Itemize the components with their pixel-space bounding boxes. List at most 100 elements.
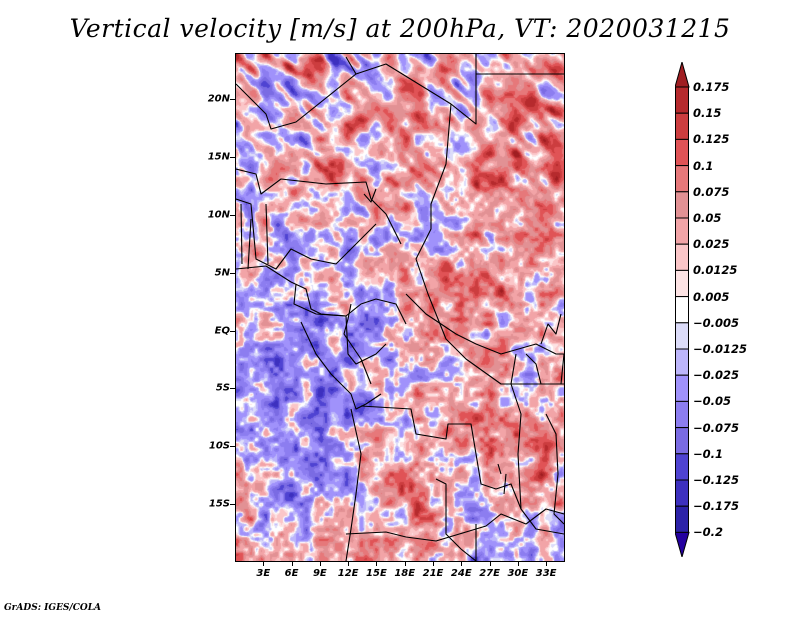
lon-tick xyxy=(376,562,378,566)
border-line xyxy=(236,265,407,325)
lon-tick xyxy=(348,562,350,566)
colorbar-label: −0.0125 xyxy=(693,342,748,356)
lat-tick xyxy=(230,99,235,101)
lon-tick-label: 18E xyxy=(394,568,416,579)
lat-tick xyxy=(230,272,235,274)
lon-tick-label: 27E xyxy=(479,568,500,579)
colorbar-swatch xyxy=(675,296,689,324)
colorbar-swatch xyxy=(675,427,689,455)
lon-tick-label: 3E xyxy=(256,568,271,579)
lon-tick-label: 33E xyxy=(535,568,557,579)
lat-tick-label: 5N xyxy=(214,267,230,279)
border-line xyxy=(435,478,477,561)
border-line xyxy=(240,203,269,270)
lon-tick-label: 6E xyxy=(284,568,299,579)
lon-tick-label: 12E xyxy=(337,568,359,579)
colorbar-swatch xyxy=(675,479,689,507)
colorbar-swatch xyxy=(675,191,689,219)
lon-tick xyxy=(489,562,491,566)
map-panel xyxy=(235,53,565,562)
lon-tick xyxy=(517,562,519,566)
colorbar-label: −0.2 xyxy=(693,525,724,540)
border-line xyxy=(540,313,562,345)
colorbar-label: −0.005 xyxy=(693,315,740,330)
border-line xyxy=(236,63,564,130)
lat-tick xyxy=(230,446,235,448)
lon-tick-label: 30E xyxy=(507,568,529,579)
lon-tick-label: 15E xyxy=(366,568,387,579)
colorbar-swatch xyxy=(675,322,689,350)
border-line xyxy=(343,303,372,385)
lat-tick-label: EQ xyxy=(214,325,230,337)
lat-tick-label: 10N xyxy=(207,209,230,221)
colorbar-lower-arrow xyxy=(675,531,690,557)
lat-tick xyxy=(230,504,235,506)
border-line xyxy=(497,463,507,495)
border-line xyxy=(360,405,522,510)
border-line xyxy=(236,198,377,270)
border-line xyxy=(345,508,564,542)
lon-tick xyxy=(291,562,293,566)
colorbar-label: −0.1 xyxy=(693,446,724,461)
lon-tick-label: 24E xyxy=(450,568,472,579)
colorbar-swatch xyxy=(675,112,689,140)
colorbar-label: 0.125 xyxy=(693,132,730,147)
vertical-velocity-field xyxy=(236,54,564,561)
colorbar-swatch xyxy=(675,269,689,298)
colorbar-label: 0.05 xyxy=(693,211,722,225)
credit-text: GrADS: IGES/COLA xyxy=(4,603,102,613)
colorbar-label: −0.125 xyxy=(693,473,740,487)
lat-tick-label: 15S xyxy=(208,498,230,510)
lon-tick-label: 9E xyxy=(312,568,327,579)
lon-tick xyxy=(461,562,463,566)
colorbar-swatch xyxy=(675,348,689,376)
border-line xyxy=(545,413,564,525)
lon-tick-label: 21E xyxy=(422,568,444,579)
border-line xyxy=(510,353,564,535)
lon-tick xyxy=(546,562,548,566)
colorbar-swatch xyxy=(675,138,689,167)
chart-title: Vertical velocity [m/s] at 200hPa, VT: 2… xyxy=(69,14,731,43)
colorbar-swatch xyxy=(675,400,689,429)
border-line xyxy=(363,188,377,203)
border-line xyxy=(293,283,387,365)
colorbar-label: −0.05 xyxy=(693,394,732,409)
lat-tick-label: 15N xyxy=(207,151,230,163)
border-line xyxy=(236,168,402,245)
colorbar-label: 0.15 xyxy=(693,106,722,121)
lat-tick xyxy=(230,388,235,390)
border-line xyxy=(300,321,382,410)
border-line xyxy=(345,408,362,561)
border-line xyxy=(405,293,564,355)
colorbar-swatch xyxy=(675,505,689,533)
colorbar-label: 0.1 xyxy=(693,158,714,173)
border-line xyxy=(525,353,564,385)
colorbar-swatch xyxy=(675,165,689,193)
country-borders xyxy=(236,54,564,561)
border-line xyxy=(345,56,357,75)
lat-tick xyxy=(230,157,235,159)
lon-tick xyxy=(319,562,321,566)
colorbar-swatch xyxy=(675,453,689,481)
colorbar-label: −0.175 xyxy=(693,499,740,514)
lat-tick xyxy=(230,330,235,332)
lat-tick-label: 20N xyxy=(207,93,230,105)
lon-tick xyxy=(433,562,434,566)
colorbar-swatch xyxy=(675,86,689,114)
lon-tick xyxy=(263,562,265,566)
colorbar-label: −0.075 xyxy=(693,420,740,435)
colorbar-upper-arrow xyxy=(675,62,690,88)
colorbar xyxy=(675,62,690,557)
colorbar-label: 0.0125 xyxy=(693,263,738,278)
colorbar-label: 0.005 xyxy=(693,289,730,304)
colorbar-label: 0.175 xyxy=(693,80,730,94)
colorbar-swatch xyxy=(675,217,689,245)
colorbar-label: 0.075 xyxy=(693,184,730,199)
lat-tick xyxy=(230,214,235,216)
colorbar-swatch xyxy=(675,374,689,402)
border-line xyxy=(415,103,564,385)
colorbar-swatch xyxy=(675,243,689,271)
lat-tick-label: 5S xyxy=(215,382,230,394)
lon-tick xyxy=(404,562,406,566)
lat-tick-label: 10S xyxy=(208,440,230,452)
